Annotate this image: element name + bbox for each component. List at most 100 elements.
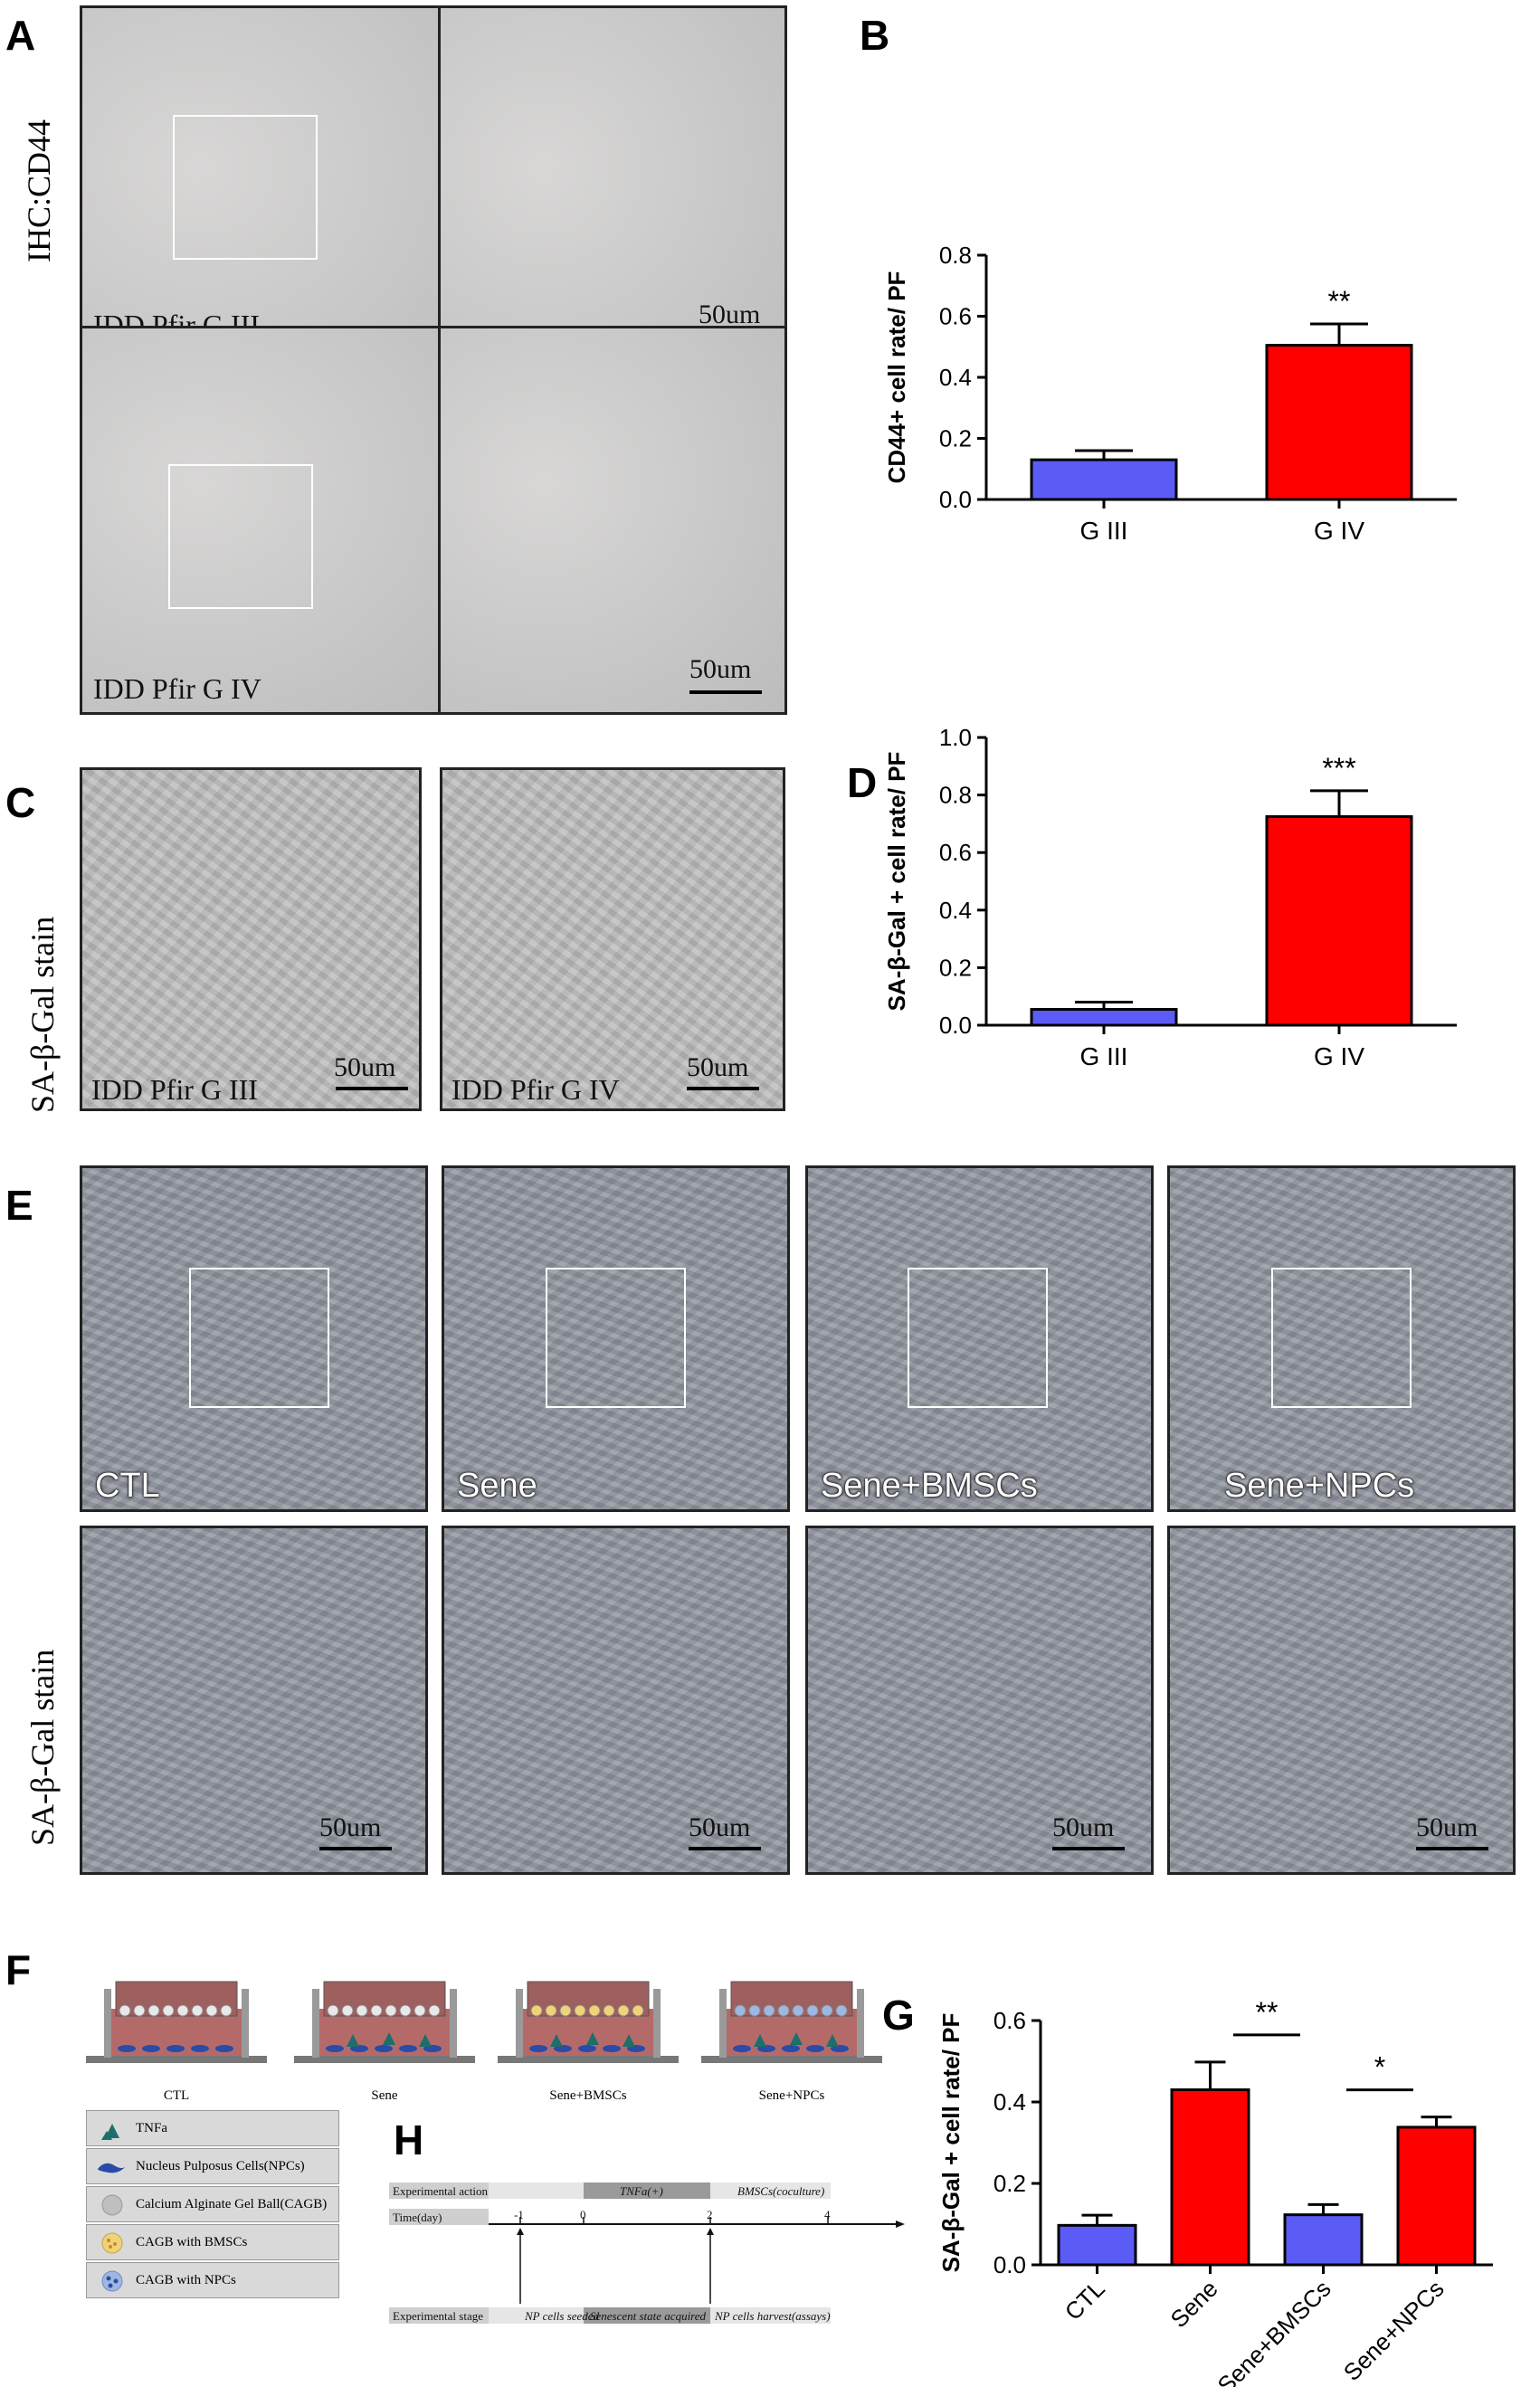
timeline-day: -1 — [514, 2208, 524, 2221]
y-tick-label: 0.4 — [939, 364, 972, 391]
gel-ball — [191, 2004, 204, 2017]
well-wall — [516, 1989, 523, 2058]
gel-ball — [559, 2004, 572, 2017]
y-tick-label: 0.4 — [993, 2088, 1026, 2116]
tnfa-marker — [550, 2034, 563, 2047]
zoom-box — [168, 464, 313, 609]
ihc-image-g4-zoom: 50um — [438, 326, 787, 715]
np-cell — [191, 2045, 209, 2052]
scale-label: 50um — [1052, 1812, 1115, 1842]
scale-bar — [687, 1087, 759, 1090]
zoom-box — [908, 1268, 1048, 1408]
condition-label: Sene+NPCs — [1224, 1467, 1415, 1505]
gel-ball — [835, 2004, 848, 2017]
y-tick-label: 0.0 — [939, 486, 972, 513]
panel-label-g: G — [882, 1992, 915, 2039]
gel-ball — [119, 2004, 131, 2017]
timeline-day: 2 — [707, 2208, 713, 2221]
panel-label-a: A — [5, 12, 36, 59]
legend-item-cagb-npcs: CAGB with NPCs — [86, 2262, 339, 2298]
bar — [1396, 2125, 1477, 2267]
tnfa-marker — [586, 2032, 599, 2045]
y-tick-label: 0.0 — [939, 1012, 972, 1039]
y-tick-label: 0.4 — [939, 897, 972, 924]
panel-a-side-label: IHC:CD44 — [21, 119, 57, 262]
y-tick-label: 0.6 — [939, 303, 972, 330]
timeline — [389, 2183, 905, 2324]
gel-ball — [530, 2004, 543, 2017]
panel-label-c: C — [5, 779, 36, 826]
gel-ball — [588, 2004, 601, 2017]
tnfa-marker — [790, 2032, 803, 2045]
gel-ball — [399, 2004, 412, 2017]
panel-label-h: H — [394, 2116, 424, 2164]
gel-ball — [763, 2004, 775, 2017]
x-tick-label: G IV — [1314, 1042, 1364, 1070]
ihc-image-g4-overview: IDD Pfir G IV — [80, 326, 472, 715]
legend-item-npcs: Nucleus Pulposus Cells(NPCs) — [86, 2148, 339, 2184]
scale-bar — [1416, 1847, 1488, 1850]
scale-bar — [1052, 1847, 1125, 1850]
timeline-action-bmscs: BMSCs(coculture) — [737, 2184, 825, 2198]
sa-gal-label-g3: IDD Pfir G III — [91, 1073, 258, 1106]
tnfa-marker — [419, 2034, 432, 2047]
legend-item-cagb: Calcium Alginate Gel Ball(CAGB) — [86, 2186, 339, 2222]
x-tick-label: Sene+BMSCs — [1212, 2275, 1336, 2387]
np-cell — [529, 2045, 547, 2052]
gel-ball — [176, 2004, 189, 2017]
x-tick-label: G III — [1080, 1042, 1128, 1070]
timeline-day: 4 — [824, 2208, 831, 2221]
legend-item-cagb-bmscs: CAGB with BMSCs — [86, 2224, 339, 2260]
np-cell — [806, 2045, 824, 2052]
panel-e-side-label: SA-β-Gal stain — [24, 1649, 61, 1846]
bar — [1170, 2088, 1250, 2267]
well-wall — [719, 1989, 727, 2058]
condition-label: CTL — [95, 1467, 160, 1505]
scale-bar — [336, 1087, 408, 1090]
chart-g: 0.0 0.2 0.4 0.6 SA-β-Gal + cell rate/ PF CTL S… — [937, 1996, 1493, 2387]
well-base — [701, 2056, 882, 2063]
chart-d: 0.0 0.2 0.4 0.6 0.8 1.0 SA-β-Gal + cell rate/ … — [883, 724, 1457, 1070]
significance-label: ** — [1328, 285, 1351, 318]
well-wall — [653, 1989, 661, 2058]
np-cell — [215, 2045, 233, 2052]
gel-ball — [617, 2004, 630, 2017]
significance-label: * — [1374, 2051, 1385, 2084]
np-cell — [142, 2045, 160, 2052]
phase-zoom-sene: 50um — [442, 1526, 790, 1875]
bar — [1030, 1008, 1178, 1027]
panel-label-e: E — [5, 1182, 33, 1229]
x-tick-label: G IV — [1314, 517, 1364, 545]
condition-label: Sene — [457, 1467, 537, 1505]
y-axis-label: SA-β-Gal + cell rate/ PF — [883, 752, 910, 1012]
np-cell — [578, 2045, 596, 2052]
gel-ball — [806, 2004, 819, 2017]
bar — [1283, 2213, 1364, 2267]
phase-image-sene: Sene — [442, 1165, 790, 1512]
panel-label-f: F — [5, 1946, 32, 1993]
ihc-label-g4: IDD Pfir G IV — [93, 672, 261, 705]
gel-ball — [414, 2004, 426, 2017]
condition-label: Sene+BMSCs — [549, 2088, 626, 2103]
gel-ball-bmscs-icon — [101, 2232, 123, 2254]
x-tick-label: Sene+NPCs — [1338, 2275, 1450, 2386]
gel-ball — [792, 2004, 804, 2017]
well-wall — [312, 1989, 319, 2058]
tnfa-icon — [101, 2124, 119, 2140]
scale-label: 50um — [1416, 1812, 1478, 1842]
gel-ball — [205, 2004, 218, 2017]
scale-label: 50um — [699, 300, 761, 329]
bar — [1057, 2223, 1137, 2267]
timeline-action-tnfa: TNFa(+) — [620, 2184, 663, 2198]
gel-ball — [574, 2004, 586, 2017]
y-tick-label: 1.0 — [939, 724, 972, 751]
x-tick-label: G III — [1080, 517, 1128, 545]
scale-label: 50um — [687, 1052, 749, 1082]
phase-image-ctl: CTL — [80, 1165, 428, 1512]
np-cell — [603, 2045, 621, 2052]
scale-bar — [689, 1847, 761, 1850]
timeline-stage: NP cells harvest(assays) — [715, 2309, 831, 2323]
well-base — [498, 2056, 679, 2063]
sa-gal-image-g3: 50um IDD Pfir G III — [80, 767, 422, 1111]
np-cell-icon — [98, 2163, 127, 2173]
